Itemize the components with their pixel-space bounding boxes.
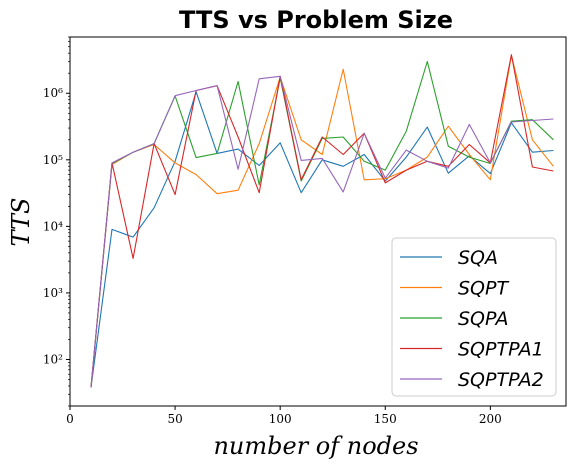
x-tick-label: 200 <box>479 412 502 426</box>
legend-label: SQPT <box>458 278 509 300</box>
y-tick-label: 10⁴ <box>43 219 63 233</box>
legend-box <box>391 237 557 397</box>
legend-label: SQPTPA1 <box>458 339 544 361</box>
x-axis: 0 50 100 150 200 <box>66 406 502 426</box>
legend-label: SQA <box>458 247 498 269</box>
legend-label: SQPTPA2 <box>458 369 544 391</box>
series-line-sqptpa1 <box>90 54 554 388</box>
y-tick-label: 10⁵ <box>43 153 63 167</box>
chart-title: TTS vs Problem Size <box>179 6 453 34</box>
x-axis-label: number of nodes <box>213 432 418 460</box>
y-tick-label: 10³ <box>43 286 63 300</box>
series-line-sqptpa2 <box>90 75 554 388</box>
x-tick-label: 150 <box>374 412 397 426</box>
y-tick-label: 10⁶ <box>43 86 63 100</box>
y-axis-label: TTS <box>7 198 35 247</box>
legend: SQA SQPT SQPA SQPTPA1 SQPTPA2 <box>391 237 557 397</box>
series-line-sqpt <box>90 54 554 388</box>
y-axis: 10² 10³ 10⁴ 10⁵ 10⁶ <box>43 36 70 407</box>
y-tick-label: 10² <box>43 352 63 366</box>
x-tick-label: 100 <box>269 412 292 426</box>
x-tick-label: 0 <box>66 412 74 426</box>
legend-label: SQPA <box>458 308 509 330</box>
series-lines <box>90 54 554 388</box>
plot-frame <box>69 36 567 407</box>
x-tick-label: 50 <box>167 412 182 426</box>
